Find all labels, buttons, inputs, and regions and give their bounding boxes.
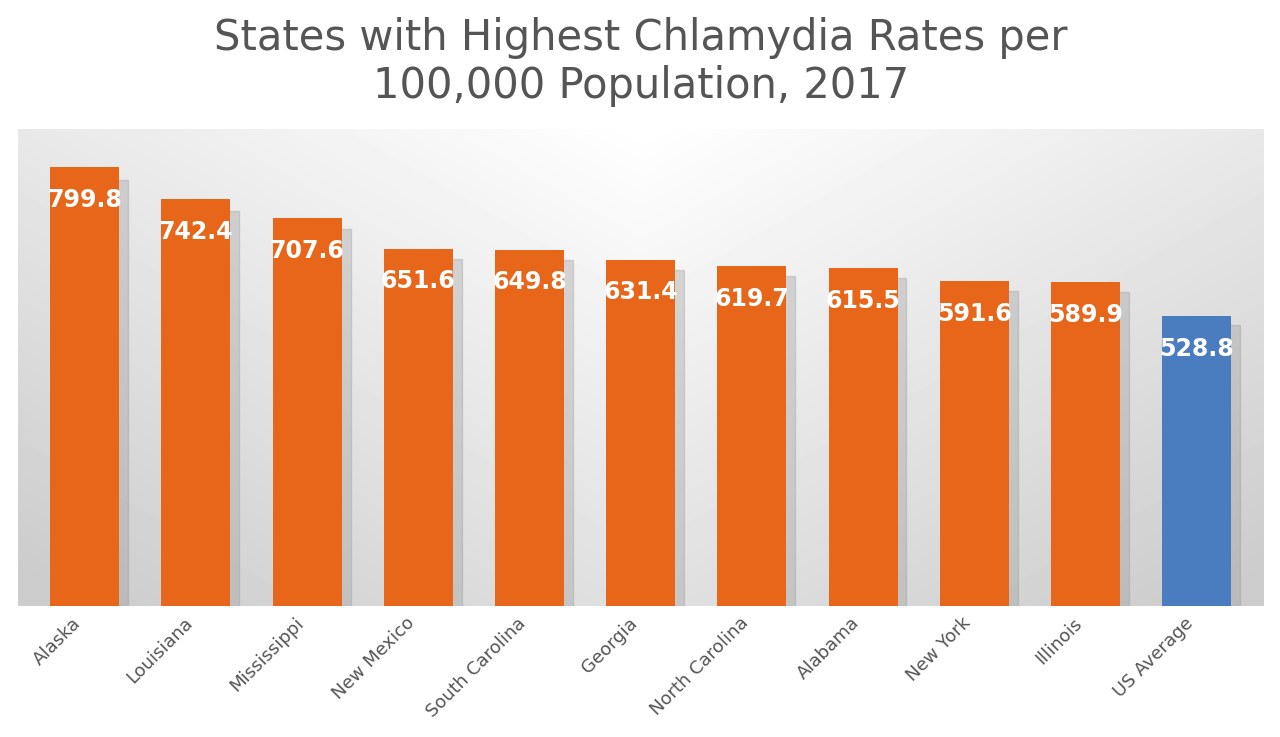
Text: 742.4: 742.4 xyxy=(159,220,233,244)
Text: 619.7: 619.7 xyxy=(714,287,790,311)
Bar xyxy=(495,250,564,606)
Bar xyxy=(726,276,795,606)
Text: 651.6: 651.6 xyxy=(381,269,456,293)
Bar xyxy=(59,181,128,606)
Text: 631.4: 631.4 xyxy=(603,280,678,304)
Bar xyxy=(170,211,239,606)
Bar xyxy=(384,248,453,606)
Title: States with Highest Chlamydia Rates per
100,000 Population, 2017: States with Highest Chlamydia Rates per … xyxy=(214,17,1068,108)
Bar xyxy=(393,259,462,606)
Text: 615.5: 615.5 xyxy=(826,289,900,313)
Bar xyxy=(1051,282,1120,606)
Bar xyxy=(607,259,675,606)
Bar xyxy=(161,199,230,606)
Bar xyxy=(940,282,1009,606)
Text: 707.6: 707.6 xyxy=(270,239,344,262)
Bar xyxy=(948,291,1018,606)
Bar xyxy=(1060,292,1129,606)
Bar xyxy=(1162,316,1231,606)
Text: 528.8: 528.8 xyxy=(1160,337,1234,360)
Text: 589.9: 589.9 xyxy=(1048,303,1123,327)
Bar xyxy=(1171,324,1240,606)
Bar xyxy=(282,229,351,606)
Bar xyxy=(837,279,906,606)
Bar xyxy=(273,218,342,606)
Text: 799.8: 799.8 xyxy=(47,188,122,212)
Bar xyxy=(717,266,786,606)
Text: 649.8: 649.8 xyxy=(492,270,567,294)
Text: 591.6: 591.6 xyxy=(937,302,1011,326)
Bar xyxy=(50,167,119,606)
Bar xyxy=(504,260,573,606)
Bar xyxy=(828,268,897,606)
Bar xyxy=(616,270,684,606)
